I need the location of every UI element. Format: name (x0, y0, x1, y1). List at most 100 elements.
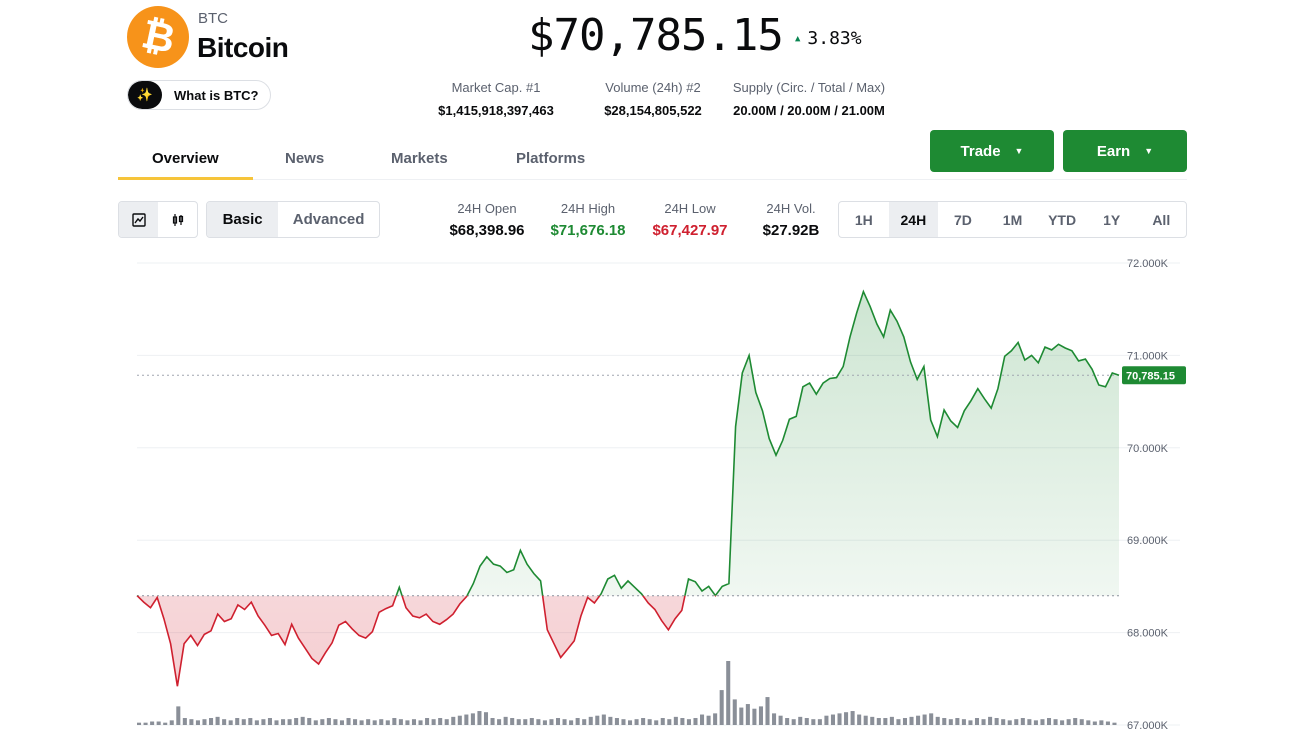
volume-bar (254, 720, 259, 725)
volume-bar (870, 716, 875, 725)
range-1m[interactable]: 1M (1002, 211, 1023, 228)
tab-platforms[interactable]: Platforms (516, 150, 586, 167)
volume-bar (680, 718, 685, 725)
range-1h[interactable]: 1H (854, 211, 873, 228)
line-chart-icon[interactable] (119, 202, 158, 237)
volume-bar (588, 716, 593, 725)
range-all[interactable]: All (1152, 211, 1171, 228)
stat-label: Volume (24h) #2 (605, 80, 701, 95)
volume-bar (235, 718, 240, 725)
volume-bar (182, 718, 187, 725)
mode-advanced[interactable]: Advanced (292, 211, 365, 228)
volume-bar (1092, 721, 1097, 725)
volume-bar (700, 714, 705, 725)
volume-bar (497, 719, 502, 725)
tab-overview[interactable]: Overview (152, 150, 219, 167)
stat-value: $27.92B (762, 222, 820, 239)
volume-bar (608, 716, 613, 725)
volume-bar (294, 718, 299, 725)
volume-bar (1060, 720, 1065, 725)
volume-bar (889, 716, 894, 725)
chart-mode-toggle: Basic Advanced (206, 201, 380, 238)
volume-bar (483, 712, 489, 725)
volume-bar (785, 718, 790, 725)
volume-bar (287, 719, 292, 725)
stat-value: $71,676.18 (550, 222, 626, 239)
current-price-tag-text: 70,785.15 (1126, 370, 1175, 382)
candlestick-icon[interactable] (158, 202, 197, 237)
bitcoin-logo: ₿ (127, 6, 189, 68)
stat-value: $67,427.97 (652, 222, 728, 239)
what-is-btc-button[interactable]: ✨ What is BTC? (127, 80, 271, 110)
active-tab-indicator (118, 177, 253, 180)
volume-bar (542, 720, 547, 725)
volume-bar (222, 719, 227, 725)
stat-supply: Supply (Circ. / Total / Max) 20.00M / 20… (716, 80, 902, 118)
price-chart[interactable]: 72.000K 71.000K 70.000K 69.000K 68.000K 67.00… (0, 250, 1300, 731)
tab-news[interactable]: News (285, 150, 325, 167)
volume-bar (634, 719, 639, 725)
volume-bar (346, 718, 351, 725)
volume-bar (261, 719, 266, 725)
range-7d[interactable]: 7D (953, 211, 972, 228)
volume-bar (739, 707, 744, 725)
volume-bar (876, 718, 881, 725)
earn-button[interactable]: Earn ▼ (1063, 130, 1187, 172)
trade-button[interactable]: Trade ▼ (930, 130, 1054, 172)
volume-bar (693, 718, 698, 725)
volume-bar (169, 720, 174, 725)
stat-label: Market Cap. #1 (451, 80, 541, 95)
range-ytd[interactable]: YTD (1048, 211, 1077, 228)
volume-bar (438, 718, 443, 725)
volume-bar (1079, 719, 1084, 725)
range-24h[interactable]: 24H (888, 202, 939, 237)
volume-bar (248, 718, 253, 725)
stat-value: $28,154,805,522 (604, 103, 702, 118)
volume-bar (1112, 722, 1117, 725)
volume-bar (929, 713, 934, 725)
volume-bar (202, 719, 207, 725)
volume-bar (333, 719, 338, 725)
volume-bar (176, 706, 181, 725)
price-area-above-open (137, 291, 1119, 596)
volume-bar (1027, 719, 1032, 725)
volume-bar (405, 720, 410, 725)
y-axis-tick-label: 72.000K (1127, 258, 1169, 270)
asset-ticker: BTC (198, 10, 228, 27)
tab-markets[interactable]: Markets (391, 150, 448, 167)
price-area-below-open (137, 595, 685, 687)
volume-bar (765, 697, 770, 725)
stat-label: Supply (Circ. / Total / Max) (732, 80, 886, 95)
volume-bar (372, 720, 377, 725)
volume-bar (431, 719, 436, 725)
price-line-below-open (136, 595, 717, 687)
stat-24h-high: 24H High $71,676.18 (542, 201, 634, 239)
volume-bar (392, 718, 397, 725)
volume-bar (758, 706, 763, 725)
volume-bar (267, 718, 272, 725)
chevron-down-icon: ▼ (1144, 146, 1154, 156)
volume-bar (353, 719, 358, 725)
range-1y[interactable]: 1Y (1103, 211, 1121, 228)
volume-bar (529, 718, 534, 725)
volume-bar (601, 714, 606, 725)
volume-bar (942, 718, 947, 725)
volume-bar (313, 720, 318, 725)
y-axis-tick-label: 70.000K (1127, 443, 1169, 455)
volume-bar (988, 716, 993, 725)
volume-bar (1053, 719, 1058, 725)
mode-basic[interactable]: Basic (207, 202, 279, 237)
volume-bar (791, 719, 796, 725)
volume-bar (811, 719, 816, 725)
stat-24h-open: 24H Open $68,398.96 (436, 201, 538, 239)
volume-bar (425, 718, 430, 725)
volume-bar (614, 718, 619, 725)
volume-bar (569, 720, 574, 725)
volume-bar (628, 720, 633, 725)
y-axis-tick-label: 69.000K (1127, 535, 1169, 547)
volume-bar (837, 713, 842, 725)
volume-bar (713, 713, 718, 725)
volume-bar (510, 718, 515, 725)
stat-label: 24H High (560, 201, 616, 216)
sparkle-icon: ✨ (128, 81, 162, 109)
